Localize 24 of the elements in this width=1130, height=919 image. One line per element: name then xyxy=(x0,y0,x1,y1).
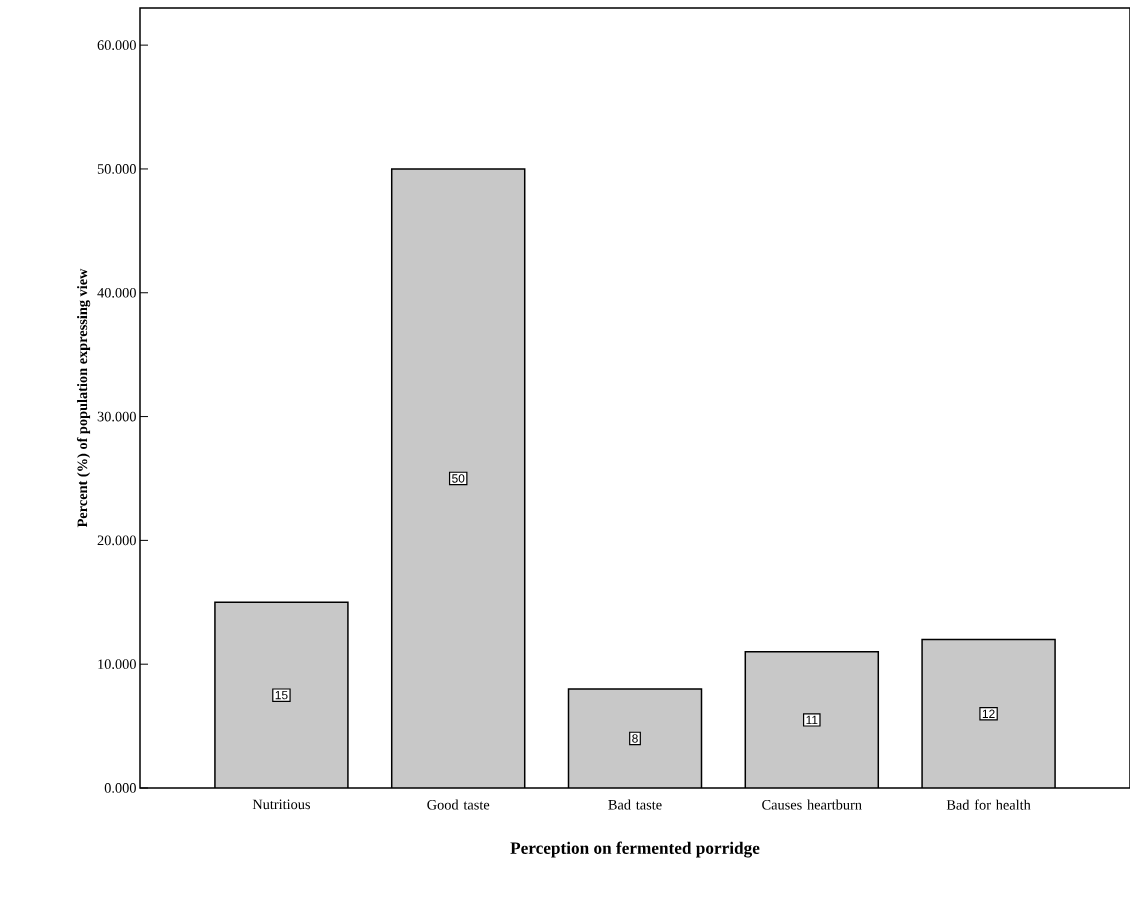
y-tick-label: 40.000 xyxy=(97,287,136,298)
y-tick-label: 10.000 xyxy=(98,659,136,670)
bar xyxy=(921,638,1056,788)
y-tick-label: 0.000 xyxy=(104,783,136,793)
x-tick-label: Causes heartburn xyxy=(762,799,862,810)
data-label: 15 xyxy=(275,690,288,700)
y-tick-label: 30.000 xyxy=(97,411,136,422)
x-tick-label: Nutritious xyxy=(252,799,311,810)
y-axis-title: Percent (%) of population expressing view xyxy=(76,268,91,528)
data-label: 11 xyxy=(806,715,818,725)
data-label: 12 xyxy=(982,709,995,718)
x-tick-label: Good taste xyxy=(427,799,490,810)
bar xyxy=(391,168,525,788)
bar xyxy=(744,651,880,788)
y-tick-label: 50.000 xyxy=(97,164,136,174)
bar xyxy=(567,688,703,788)
y-tick-label: 60.000 xyxy=(97,40,136,51)
data-label: 50 xyxy=(452,474,465,483)
y-tick-label: 20.000 xyxy=(97,535,136,546)
x-axis-title: Perception on fermented porridge xyxy=(510,841,760,858)
bar xyxy=(214,601,349,788)
x-tick-label: Bad taste xyxy=(608,799,662,810)
data-label: 8 xyxy=(632,734,638,743)
x-tick-label: Bad for health xyxy=(946,799,1031,810)
